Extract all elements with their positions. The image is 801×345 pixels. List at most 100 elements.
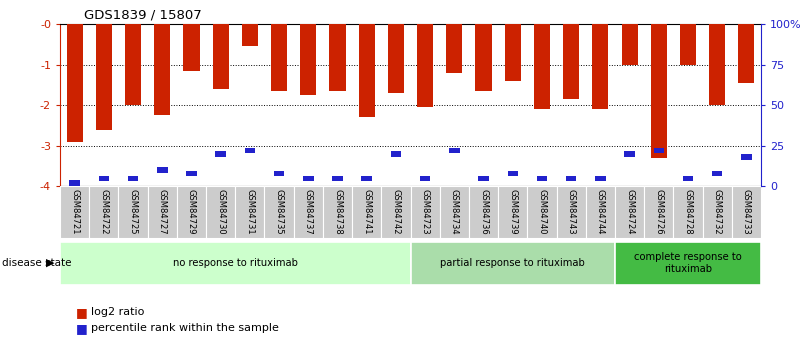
Bar (586, 186, 615, 238)
Bar (615, 186, 644, 238)
Bar (128, 176, 139, 181)
Text: GSM84723: GSM84723 (421, 189, 429, 235)
Text: GSM84734: GSM84734 (450, 189, 459, 235)
Bar (505, 24, 521, 81)
Bar (680, 24, 696, 65)
Text: GSM84742: GSM84742 (392, 189, 400, 234)
Bar (147, 186, 177, 238)
Bar (557, 186, 586, 238)
Text: log2 ratio: log2 ratio (91, 307, 144, 317)
Bar (215, 151, 226, 157)
Bar (125, 24, 141, 105)
Bar (449, 148, 460, 153)
Bar (359, 24, 375, 117)
Bar (361, 176, 372, 181)
Bar (712, 171, 723, 176)
Text: GSM84727: GSM84727 (158, 189, 167, 235)
Bar (739, 24, 755, 83)
Text: no response to rituximab: no response to rituximab (173, 258, 298, 268)
Bar (410, 186, 440, 238)
Bar (381, 186, 410, 238)
Bar (70, 180, 80, 186)
Bar (244, 148, 255, 153)
Bar (702, 186, 732, 238)
Bar (177, 186, 206, 238)
Bar (446, 24, 462, 73)
Bar (60, 186, 89, 238)
Bar (99, 176, 109, 181)
Text: complete response to
rituximab: complete response to rituximab (634, 252, 742, 274)
Bar (537, 176, 547, 181)
Bar (323, 186, 352, 238)
Bar (303, 176, 313, 181)
Bar (674, 186, 702, 238)
Bar (566, 176, 577, 181)
Bar (732, 186, 761, 238)
Text: GSM84735: GSM84735 (275, 189, 284, 235)
Text: GSM84729: GSM84729 (187, 189, 196, 234)
Bar (66, 24, 83, 142)
Text: GSM84728: GSM84728 (683, 189, 692, 235)
Bar (476, 24, 492, 91)
Bar (563, 24, 579, 99)
Bar (624, 151, 634, 157)
Bar (420, 176, 430, 181)
Bar (264, 186, 294, 238)
Text: ▶: ▶ (46, 258, 54, 268)
Bar (417, 24, 433, 107)
Text: GSM84725: GSM84725 (129, 189, 138, 234)
Bar (469, 186, 498, 238)
Text: GSM84736: GSM84736 (479, 189, 488, 235)
Bar (119, 186, 147, 238)
Bar (410, 241, 615, 285)
Text: GSM84738: GSM84738 (333, 189, 342, 235)
Text: GSM84732: GSM84732 (713, 189, 722, 235)
Bar (644, 186, 674, 238)
Text: GSM84741: GSM84741 (362, 189, 371, 234)
Bar (508, 171, 518, 176)
Text: GSM84740: GSM84740 (537, 189, 546, 234)
Text: ■: ■ (76, 306, 88, 319)
Text: ■: ■ (76, 322, 88, 335)
Bar (242, 24, 258, 47)
Text: GSM84721: GSM84721 (70, 189, 79, 234)
Bar (212, 24, 229, 89)
Bar (622, 24, 638, 65)
Bar (654, 148, 664, 153)
Bar (157, 167, 167, 173)
Bar (300, 24, 316, 95)
Bar (235, 186, 264, 238)
Bar (440, 186, 469, 238)
Text: percentile rank within the sample: percentile rank within the sample (91, 324, 279, 333)
Bar (352, 186, 381, 238)
Bar (96, 24, 112, 130)
Bar (741, 155, 751, 160)
Bar (388, 24, 404, 93)
Text: GSM84733: GSM84733 (742, 189, 751, 235)
Bar (595, 176, 606, 181)
Text: GSM84744: GSM84744 (596, 189, 605, 234)
Text: GSM84724: GSM84724 (625, 189, 634, 234)
Bar (650, 24, 666, 158)
Text: GSM84722: GSM84722 (99, 189, 108, 234)
Bar (498, 186, 527, 238)
Bar (682, 176, 693, 181)
Bar (271, 24, 287, 91)
Bar (294, 186, 323, 238)
Bar (60, 241, 410, 285)
Bar (527, 186, 557, 238)
Bar (615, 241, 761, 285)
Text: disease state: disease state (2, 258, 71, 268)
Text: GSM84739: GSM84739 (508, 189, 517, 235)
Bar (274, 171, 284, 176)
Text: GSM84737: GSM84737 (304, 189, 313, 235)
Bar (332, 176, 343, 181)
Bar (187, 171, 197, 176)
Bar (709, 24, 725, 105)
Text: partial response to rituximab: partial response to rituximab (441, 258, 585, 268)
Bar (592, 24, 609, 109)
Text: GSM84730: GSM84730 (216, 189, 225, 235)
Text: GSM84731: GSM84731 (245, 189, 255, 235)
Bar (534, 24, 550, 109)
Bar (155, 24, 171, 115)
